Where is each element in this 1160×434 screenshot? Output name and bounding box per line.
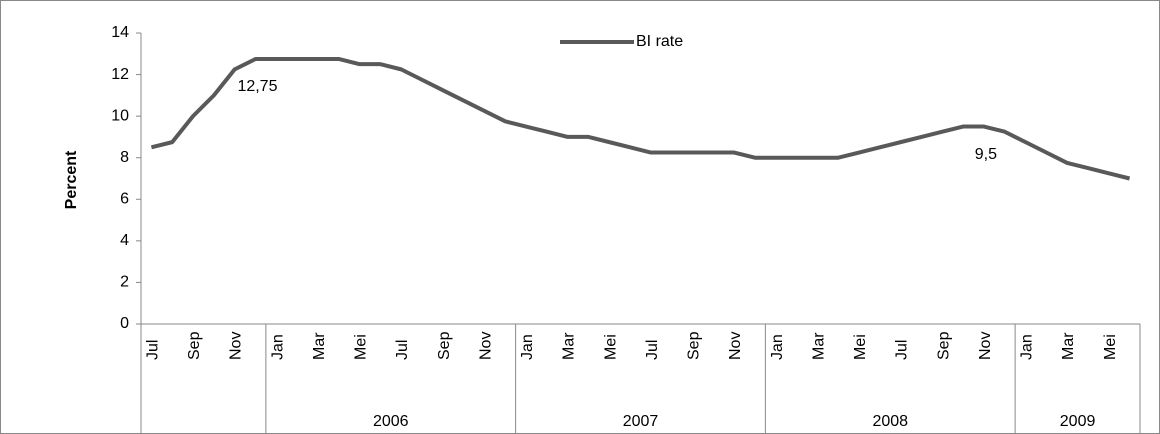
x-tick-label: Mar — [810, 332, 827, 360]
legend-label: BI rate — [636, 33, 683, 50]
x-tick-label: Mar — [561, 332, 578, 360]
x-tick-label: Jul — [894, 340, 911, 360]
y-axis-label: Percent — [63, 150, 80, 209]
x-tick-label: Jan — [1019, 334, 1036, 360]
x-tick-label: Nov — [727, 332, 744, 360]
y-tick-label: 6 — [120, 191, 129, 208]
year-label: 2009 — [1060, 413, 1096, 430]
y-tick-label: 2 — [120, 274, 129, 291]
y-tick-label: 10 — [111, 107, 129, 124]
x-tick-label: Jan — [269, 334, 286, 360]
year-label: 2008 — [872, 413, 908, 430]
x-tick-label: Nov — [977, 332, 994, 360]
x-tick-label: Mar — [1060, 332, 1077, 360]
year-label: 2006 — [373, 413, 409, 430]
y-tick-label: 14 — [111, 24, 129, 41]
x-tick-label: Jul — [394, 340, 411, 360]
y-tick-label: 0 — [120, 315, 129, 332]
x-tick-label: Mar — [311, 332, 328, 360]
data-label: 9,5 — [975, 146, 997, 163]
x-tick-label: Sep — [686, 331, 703, 360]
y-tick-label: 12 — [111, 66, 129, 83]
x-tick-label: Nov — [477, 332, 494, 360]
y-tick-label: 4 — [120, 232, 129, 249]
line — [150, 56, 1131, 181]
x-tick-label: Nov — [228, 332, 245, 360]
x-tick-label: Jan — [519, 334, 536, 360]
x-tick-label: Jan — [769, 334, 786, 360]
x-tick-label: Sep — [186, 331, 203, 360]
data-label: 12,75 — [237, 78, 277, 95]
x-tick-label: Mei — [1102, 334, 1119, 360]
x-tick-label: Jul — [644, 340, 661, 360]
x-tick-label: Mei — [852, 334, 869, 360]
y-tick-label: 8 — [120, 149, 129, 166]
year-label: 2007 — [623, 413, 659, 430]
x-tick-label: Mei — [602, 334, 619, 360]
x-tick-label: Sep — [935, 331, 952, 360]
x-tick-label: Mei — [353, 334, 370, 360]
x-tick-label: Sep — [436, 331, 453, 360]
x-tick-label: Jul — [144, 340, 161, 360]
